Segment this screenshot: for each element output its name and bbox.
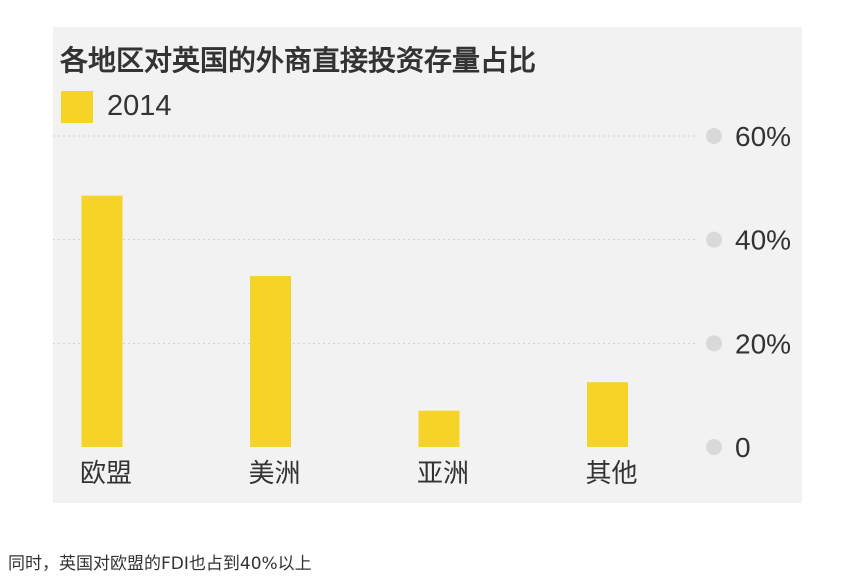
y-tick-dot — [706, 439, 722, 455]
x-tick-label: 其他 — [585, 459, 637, 489]
x-tick-label: 美洲 — [248, 459, 300, 489]
chart-card: 各地区对英国的外商直接投资存量占比 2014 0 20% 40% 60% 欧盟 美洲 亚洲 其… — [53, 27, 802, 503]
x-tick-label: 亚洲 — [417, 459, 469, 489]
y-tick-label: 60% — [735, 121, 791, 152]
y-tick-label: 20% — [735, 328, 791, 359]
y-tick-dot — [706, 128, 722, 144]
y-tick-label: 0 — [735, 432, 751, 463]
y-tick-dot — [706, 231, 722, 248]
chart-title: 各地区对英国的外商直接投资存量占比 — [60, 44, 537, 77]
x-tick-label: 欧盟 — [80, 459, 132, 489]
legend-swatch — [61, 90, 93, 123]
bar-chart: 0 20% 40% 60% 欧盟 美洲 亚洲 其他 — [53, 121, 791, 489]
bar — [418, 410, 460, 447]
legend-label: 2014 — [107, 90, 172, 122]
bar — [587, 382, 628, 447]
bar — [250, 275, 291, 447]
y-tick-label: 40% — [735, 225, 791, 256]
caption-text: 同时，英国对欧盟的FDI也占到40%以上 — [8, 554, 312, 574]
legend: 2014 — [61, 90, 172, 123]
bar — [81, 195, 123, 447]
y-tick-dot — [706, 335, 722, 352]
